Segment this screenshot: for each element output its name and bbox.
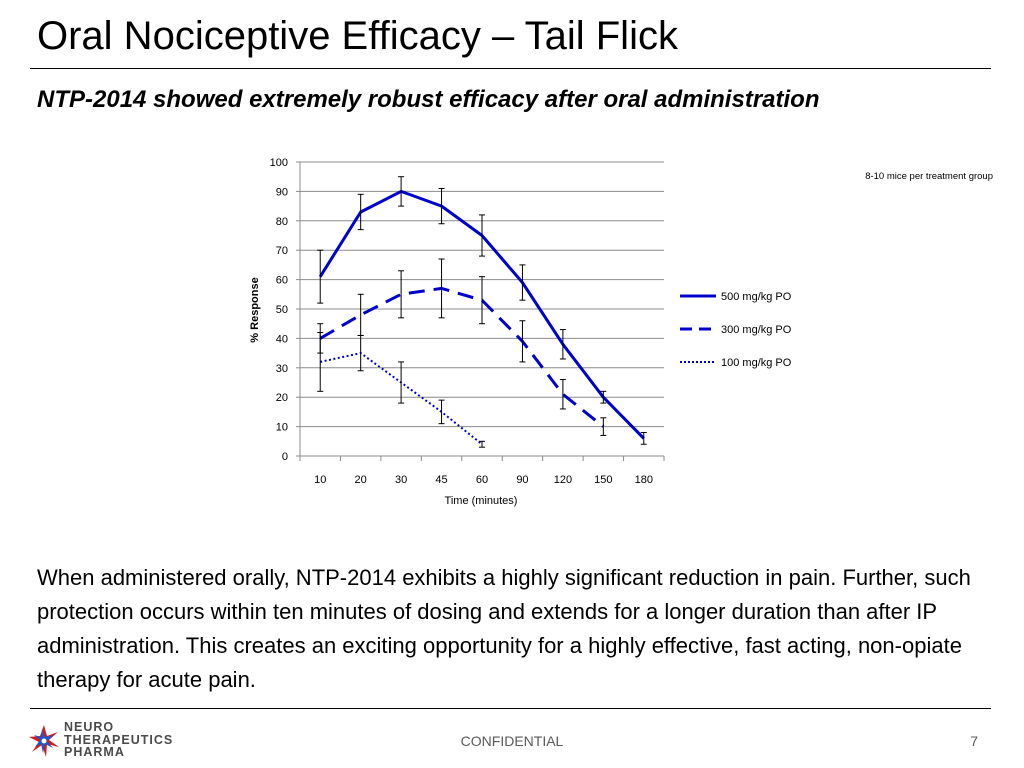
y-tick-label: 0 bbox=[282, 451, 288, 463]
y-tick-label: 80 bbox=[276, 216, 288, 228]
y-tick-label: 20 bbox=[276, 392, 288, 404]
y-tick-label: 40 bbox=[276, 333, 288, 345]
x-tick-label: 20 bbox=[355, 474, 367, 486]
title-divider bbox=[30, 68, 991, 69]
y-tick-label: 70 bbox=[276, 245, 288, 257]
y-tick-label: 50 bbox=[276, 304, 288, 316]
x-tick-label: 90 bbox=[516, 474, 528, 486]
chart-axes: 0 10 20 30 40 50 60 70 80 90 100 10 20 30 45 60 90 120 150… bbox=[270, 157, 665, 486]
legend-label-3: 100 mg/kg PO bbox=[721, 357, 792, 369]
legend-label-1: 500 mg/kg PO bbox=[721, 291, 792, 303]
confidential-label: CONFIDENTIAL bbox=[460, 733, 564, 749]
x-tick-label: 45 bbox=[435, 474, 447, 486]
footer-divider bbox=[30, 708, 991, 709]
logo-line-1: NEURO bbox=[64, 720, 115, 734]
body-paragraph: When administered orally, NTP-2014 exhib… bbox=[37, 565, 971, 692]
company-logo-text: NEURO THERAPEUTICS PHARMA bbox=[64, 721, 173, 759]
y-tick-label: 100 bbox=[270, 157, 288, 169]
logo-line-2: THERAPEUTICS bbox=[64, 732, 174, 747]
slide-title: Oral Nociceptive Efficacy – Tail Flick bbox=[37, 14, 678, 58]
y-tick-label: 90 bbox=[276, 186, 288, 198]
chart-error-bars bbox=[317, 176, 647, 448]
page-number: 7 bbox=[970, 733, 978, 749]
legend-label-2: 300 mg/kg PO bbox=[721, 324, 792, 336]
x-tick-label: 60 bbox=[476, 474, 488, 486]
x-axis-label: Time (minutes) bbox=[445, 495, 518, 507]
y-tick-label: 60 bbox=[276, 275, 288, 287]
series-line-2 bbox=[319, 286, 605, 428]
slide-subtitle: NTP-2014 showed extremely robust efficac… bbox=[37, 86, 820, 113]
x-tick-label: 150 bbox=[594, 474, 612, 486]
x-tick-label: 30 bbox=[395, 474, 407, 486]
y-tick-label: 30 bbox=[276, 363, 288, 375]
x-tick-label: 10 bbox=[314, 474, 326, 486]
starburst-icon bbox=[29, 725, 59, 757]
chart-legend: 500 mg/kg PO 300 mg/kg PO 100 mg/kg PO bbox=[680, 291, 792, 369]
logo-line-3: PHARMA bbox=[64, 745, 125, 759]
line-chart: 0 10 20 30 40 50 60 70 80 90 100 10 20 30 45 60 90 120 150… bbox=[249, 157, 993, 507]
y-tick-label: 10 bbox=[276, 422, 288, 434]
y-axis-label: % Response bbox=[249, 277, 261, 342]
company-logo bbox=[29, 725, 59, 757]
x-tick-label: 120 bbox=[554, 474, 572, 486]
x-tick-label: 180 bbox=[635, 474, 653, 486]
chart-annotation: 8-10 mice per treatment group bbox=[865, 171, 993, 182]
